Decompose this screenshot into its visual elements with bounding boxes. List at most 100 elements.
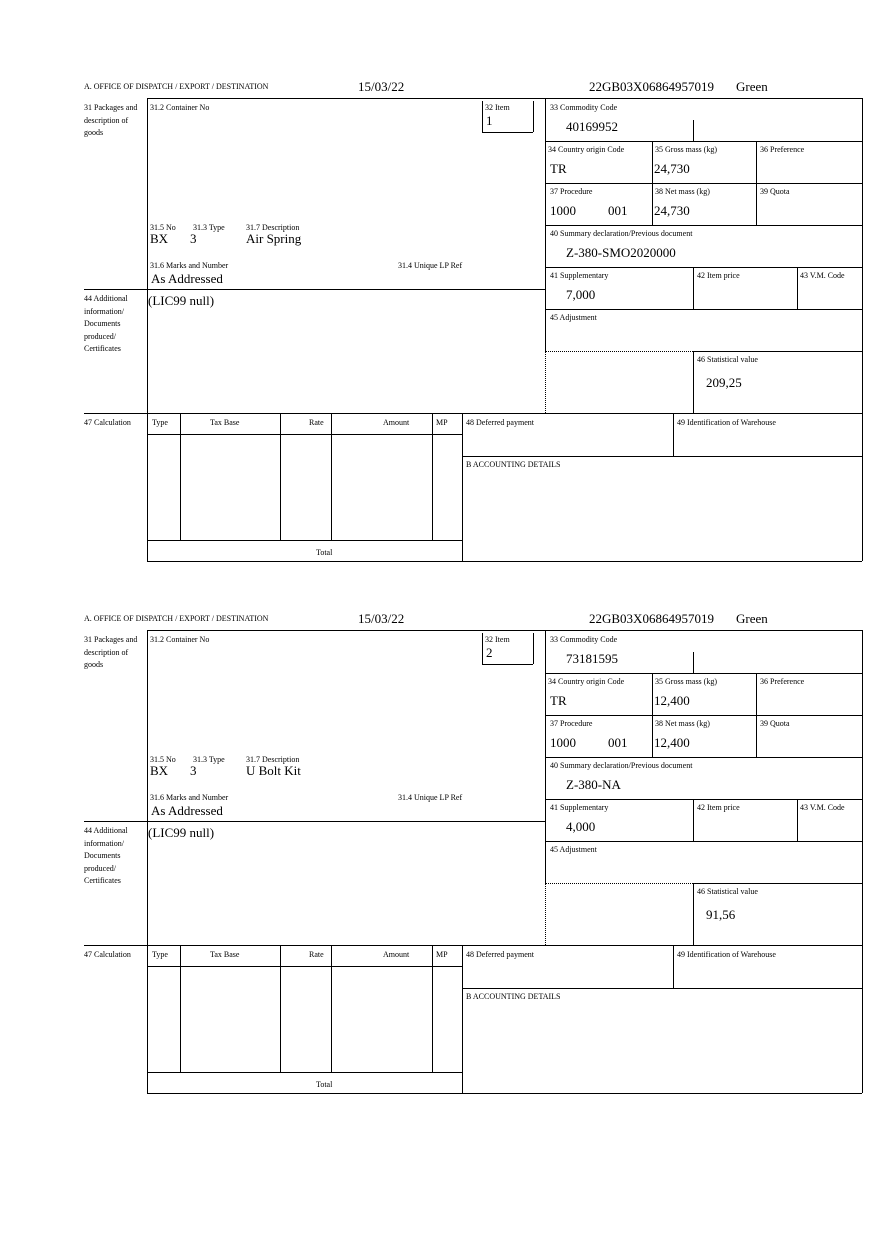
route-status: Green xyxy=(736,611,768,626)
date: 15/03/22 xyxy=(358,79,405,94)
summary-declaration-label: 40 Summary declaration/Previous document xyxy=(550,761,693,770)
rule xyxy=(462,945,463,1093)
gross-mass-value: 24,730 xyxy=(654,161,690,176)
supplementary-value: 4,000 xyxy=(566,819,596,834)
statistical-value-value: 209,25 xyxy=(706,375,742,390)
commodity-code-label: 33 Commodity Code xyxy=(550,635,618,644)
supplementary-value: 7,000 xyxy=(566,287,596,302)
rule xyxy=(280,413,281,540)
quota-label: 39 Quota xyxy=(760,187,790,196)
rule xyxy=(862,98,863,561)
dotted-rule xyxy=(545,883,546,945)
rule xyxy=(545,309,862,310)
vm-code-label: 43 V.M. Code xyxy=(800,271,845,280)
rule xyxy=(84,945,862,946)
rule xyxy=(432,945,433,1072)
reference-number: 22GB03X06864957019 xyxy=(589,79,714,94)
dotted-rule xyxy=(545,351,693,352)
rule xyxy=(756,141,757,225)
marks-value: As Addressed xyxy=(151,271,223,286)
package-type-value: 3 xyxy=(190,763,197,778)
rule xyxy=(432,413,433,540)
adjustment-label: 45 Adjustment xyxy=(550,845,597,854)
rule xyxy=(147,630,148,1093)
country-origin-value: TR xyxy=(550,693,567,708)
description-label: 31.7 Description xyxy=(246,755,300,764)
additional-info-value: (LIC99 null) xyxy=(148,293,215,308)
rule xyxy=(533,633,534,664)
marks-label: 31.6 Marks and Number xyxy=(150,793,229,802)
package-type-label: 31.3 Type xyxy=(193,755,225,764)
reference-number: 22GB03X06864957019 xyxy=(589,611,714,626)
procedure-value: 1000 xyxy=(550,203,576,218)
summary-declaration-label: 40 Summary declaration/Previous document xyxy=(550,229,693,238)
country-origin-label: 34 Country origin Code xyxy=(548,677,625,686)
accounting-details-label: B ACCOUNTING DETAILS xyxy=(466,992,561,1001)
adjustment-label: 45 Adjustment xyxy=(550,313,597,322)
rule xyxy=(693,351,694,413)
summary-declaration-value: Z-380-SMO2020000 xyxy=(566,245,676,260)
quota-label: 39 Quota xyxy=(760,719,790,728)
rule xyxy=(147,1093,862,1094)
rule xyxy=(693,799,694,841)
gross-mass-value: 12,400 xyxy=(654,693,690,708)
office-header: A. OFFICE OF DISPATCH / EXPORT / DESTINA… xyxy=(84,82,269,91)
rule xyxy=(797,267,798,309)
declaration-form-item-1: A. OFFICE OF DISPATCH / EXPORT / DESTINA… xyxy=(0,78,882,562)
rule xyxy=(533,101,534,132)
rule xyxy=(331,945,332,1072)
col-type-label: Type xyxy=(152,418,168,427)
rule xyxy=(147,561,862,562)
item-label: 32 Item xyxy=(485,103,510,112)
col-rate-label: Rate xyxy=(309,950,324,959)
commodity-code-value: 40169952 xyxy=(566,119,618,134)
additional-info-value: (LIC99 null) xyxy=(148,825,215,840)
rule xyxy=(545,267,862,268)
rule xyxy=(147,98,862,99)
deferred-payment-label: 48 Deferred payment xyxy=(466,418,534,427)
item-price-label: 42 Item price xyxy=(697,803,740,812)
rule xyxy=(147,434,462,435)
rule xyxy=(462,456,862,457)
rule xyxy=(545,799,862,800)
rule xyxy=(693,652,694,673)
rule xyxy=(545,98,546,351)
package-no-value: BX xyxy=(150,763,169,778)
country-origin-label: 34 Country origin Code xyxy=(548,145,625,154)
rule xyxy=(545,757,862,758)
rule xyxy=(693,351,862,352)
rule xyxy=(180,413,181,540)
col-tax-base-label: Tax Base xyxy=(210,418,240,427)
procedure-additional-value: 001 xyxy=(608,203,628,218)
route-status: Green xyxy=(736,79,768,94)
col-type-label: Type xyxy=(152,950,168,959)
rule xyxy=(180,945,181,1072)
rule xyxy=(545,141,862,142)
statistical-value-label: 46 Statistical value xyxy=(697,887,758,896)
rule xyxy=(545,715,862,716)
procedure-label: 37 Procedure xyxy=(550,719,593,728)
rule xyxy=(462,413,463,561)
rule xyxy=(545,841,862,842)
description-value: U Bolt Kit xyxy=(246,763,301,778)
rule xyxy=(462,988,862,989)
procedure-additional-value: 001 xyxy=(608,735,628,750)
procedure-value: 1000 xyxy=(550,735,576,750)
gross-mass-label: 35 Gross mass (kg) xyxy=(655,677,717,686)
rule xyxy=(545,183,862,184)
rule xyxy=(652,673,653,757)
package-type-label: 31.3 Type xyxy=(193,223,225,232)
commodity-code-value: 73181595 xyxy=(566,651,618,666)
rule xyxy=(482,633,483,664)
rule xyxy=(84,821,545,822)
net-mass-value: 24,730 xyxy=(654,203,690,218)
col-rate-label: Rate xyxy=(309,418,324,427)
rule xyxy=(84,289,545,290)
packages-side-label: 31 Packages and description of goods xyxy=(84,103,138,137)
container-no-label: 31.2 Container No xyxy=(150,635,210,644)
additional-side-label: 44 Additional information/ Documents pro… xyxy=(84,294,128,353)
warehouse-id-label: 49 Identification of Warehouse xyxy=(677,418,776,427)
rule xyxy=(84,413,862,414)
rule xyxy=(756,673,757,757)
